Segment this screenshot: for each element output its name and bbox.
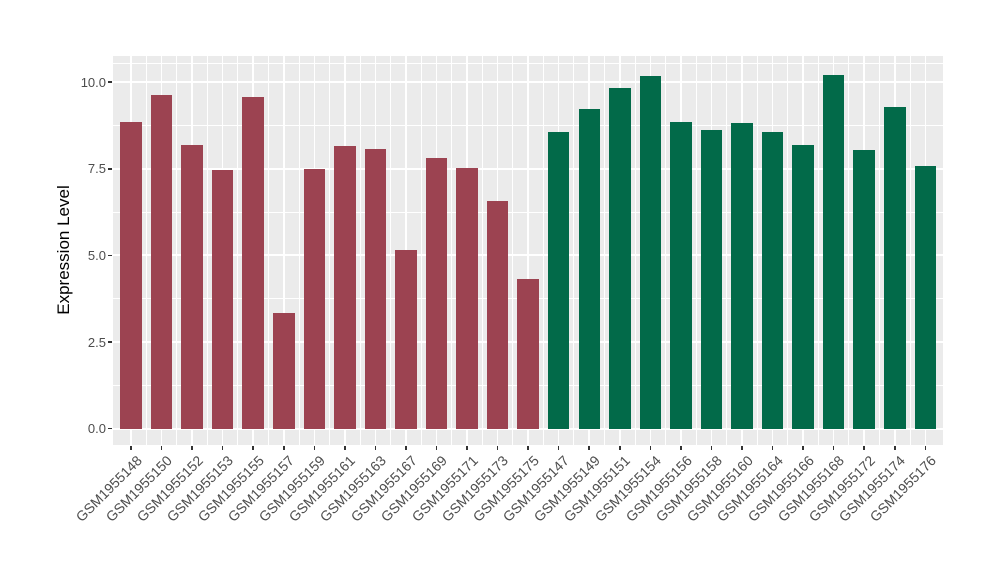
bar-GSM1955174 (884, 107, 906, 429)
bar-GSM1955150 (150, 94, 173, 429)
x-minor-gridline (634, 56, 636, 445)
x-axis-tick-mark (160, 445, 163, 450)
bar-GSM1955168 (822, 75, 845, 429)
x-axis-tick-mark (435, 445, 438, 450)
x-axis-tick-mark (832, 445, 835, 450)
bar-GSM1955151 (609, 88, 631, 429)
bar-GSM1955172 (853, 149, 875, 429)
x-axis-tick-mark (771, 445, 774, 450)
x-axis-tick-mark (924, 445, 927, 450)
x-minor-gridline (145, 56, 147, 445)
bar-GSM1955152 (181, 145, 203, 429)
x-minor-gridline (604, 56, 606, 445)
x-minor-gridline (787, 56, 789, 445)
y-axis-tick-label: 5.0 (87, 247, 106, 263)
x-axis-tick-mark (863, 445, 865, 450)
x-minor-gridline (451, 56, 453, 445)
x-major-gridline (282, 56, 285, 445)
x-minor-gridline (176, 56, 178, 445)
x-axis-tick-mark (893, 445, 896, 450)
bar-GSM1955161 (334, 146, 356, 429)
x-axis-tick-mark (649, 445, 652, 450)
x-axis-tick-mark (466, 445, 468, 450)
x-minor-gridline (695, 56, 697, 445)
x-axis-tick-mark (344, 445, 346, 450)
x-axis-tick-mark (221, 445, 224, 450)
x-axis-tick-mark (252, 445, 254, 450)
x-axis-tick-mark (496, 445, 499, 450)
x-minor-gridline (267, 56, 269, 445)
x-major-gridline (527, 56, 529, 445)
y-axis-tick-label: 2.5 (87, 334, 106, 350)
bar-GSM1955153 (211, 169, 234, 429)
x-axis-tick-mark (802, 445, 804, 450)
y-axis-tick-mark (108, 81, 112, 83)
bar-GSM1955164 (761, 131, 784, 429)
bar-GSM1955173 (486, 201, 509, 429)
bar-GSM1955175 (517, 278, 539, 429)
x-minor-gridline (726, 56, 728, 445)
bar-GSM1955158 (700, 129, 723, 429)
y-axis-tick-mark (108, 341, 112, 343)
bar-GSM1955163 (364, 148, 387, 429)
bar-GSM1955176 (914, 166, 937, 429)
x-axis-tick-mark (191, 445, 193, 450)
x-axis-tick-mark (588, 445, 591, 450)
bar-GSM1955169 (425, 158, 448, 429)
y-axis-tick-label: 0.0 (87, 421, 106, 437)
x-axis-tick-mark (680, 445, 682, 450)
bar-GSM1955167 (395, 250, 417, 429)
bar-GSM1955148 (120, 122, 142, 429)
bar-GSM1955159 (303, 168, 326, 429)
bar-GSM1955149 (578, 109, 600, 429)
x-minor-gridline (573, 56, 575, 445)
x-minor-gridline (481, 56, 483, 445)
x-minor-gridline (359, 56, 361, 445)
bar-GSM1955157 (273, 313, 295, 429)
y-axis-tick-mark (108, 427, 112, 430)
x-minor-gridline (909, 56, 911, 445)
bar-GSM1955156 (670, 122, 692, 429)
bar-GSM1955160 (731, 122, 753, 429)
x-minor-gridline (329, 56, 331, 445)
bar-GSM1955171 (456, 167, 478, 429)
x-minor-gridline (848, 56, 850, 445)
x-minor-gridline (298, 56, 300, 445)
x-axis-tick-mark (527, 445, 529, 450)
bar-GSM1955154 (639, 75, 662, 429)
x-minor-gridline (237, 56, 239, 445)
bar-GSM1955147 (547, 131, 570, 429)
plot-panel (113, 56, 943, 445)
x-axis-tick-mark (710, 445, 713, 450)
x-minor-gridline (665, 56, 667, 445)
bar-GSM1955155 (242, 97, 264, 429)
x-minor-gridline (878, 56, 880, 445)
y-axis-tick-mark (108, 254, 112, 257)
x-minor-gridline (390, 56, 392, 445)
bar-GSM1955166 (792, 145, 814, 429)
x-axis-tick-mark (557, 445, 560, 450)
x-minor-gridline (206, 56, 208, 445)
x-axis-tick-mark (130, 445, 132, 450)
x-minor-gridline (542, 56, 544, 445)
x-minor-gridline (420, 56, 422, 445)
x-minor-gridline (512, 56, 514, 445)
y-axis-tick-mark (108, 168, 112, 170)
x-axis-tick-mark (405, 445, 407, 450)
x-axis-tick-mark (374, 445, 377, 450)
y-axis-tick-label: 7.5 (87, 161, 106, 177)
x-axis-tick-mark (619, 445, 621, 450)
x-minor-gridline (817, 56, 819, 445)
x-minor-gridline (756, 56, 758, 445)
x-axis-tick-mark (741, 445, 743, 450)
x-axis-tick-mark (313, 445, 316, 450)
y-axis-tick-label: 10.0 (80, 74, 106, 90)
x-axis-tick-mark (282, 445, 285, 450)
